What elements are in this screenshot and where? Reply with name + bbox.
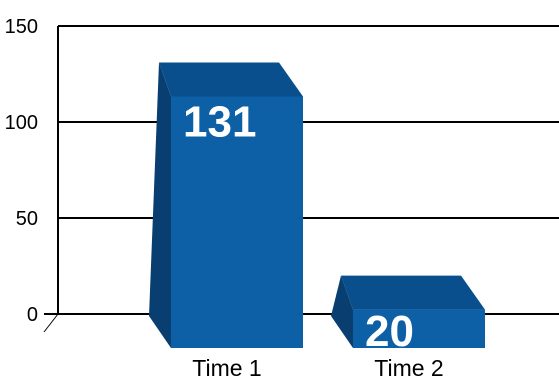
bar-front-face <box>353 309 485 348</box>
floor-edge <box>43 313 59 333</box>
y-tick-label: 100 <box>5 112 38 134</box>
y-tick-label: 50 <box>16 208 38 230</box>
y-tick-label: 0 <box>27 304 38 326</box>
data-label-1: 131 <box>183 97 256 146</box>
bars-layer <box>149 62 485 348</box>
y-tick-label: 150 <box>5 16 38 38</box>
bar-side-face <box>149 62 171 348</box>
x-tick-label-2: Time 2 <box>374 355 443 381</box>
bar-front-face <box>171 96 303 348</box>
bar-side-face <box>331 275 353 348</box>
bar-top-face <box>341 275 485 310</box>
data-label-2: 20 <box>365 307 414 356</box>
bar-1 <box>149 62 303 348</box>
x-tick-label-1: Time 1 <box>192 355 261 381</box>
bar-top-face <box>159 62 303 97</box>
bar-2 <box>331 275 485 348</box>
